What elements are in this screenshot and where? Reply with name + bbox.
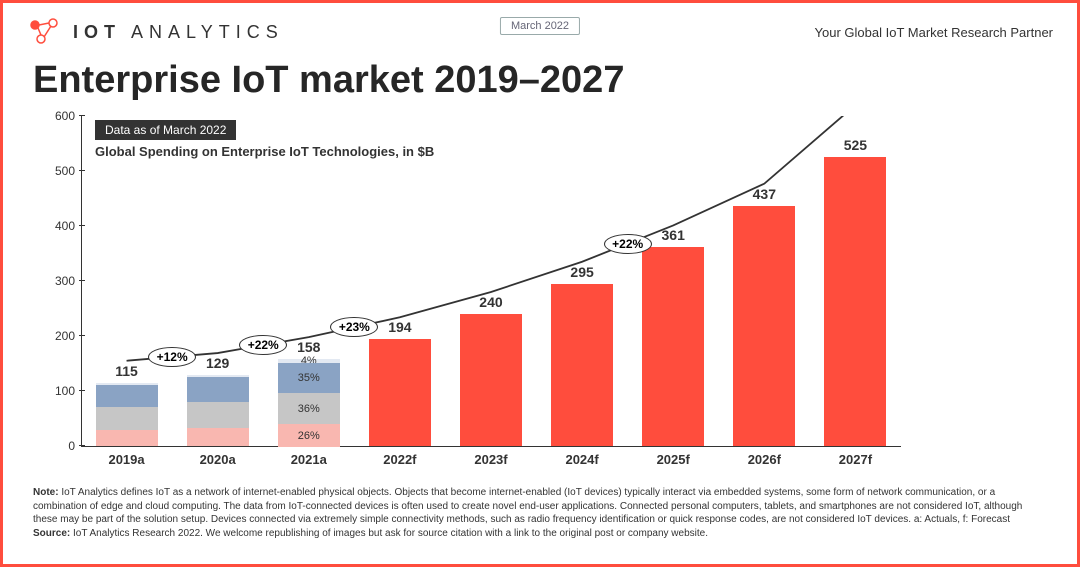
date-pill: March 2022 xyxy=(500,17,580,35)
bar-segment-software xyxy=(96,430,158,446)
bars-container: 1151294%35%36%26%158194240295361437525 xyxy=(81,116,901,446)
bar-value-label: 115 xyxy=(96,363,158,379)
x-tick-label: 2020a xyxy=(187,452,249,467)
x-tick-label: 2025f xyxy=(642,452,704,467)
bar: 437 xyxy=(733,206,795,446)
bar: 295 xyxy=(551,284,613,446)
bar-slot: 115 xyxy=(96,383,158,446)
x-tick-label: 2026f xyxy=(733,452,795,467)
bar-segment-hardware: 35% xyxy=(278,363,340,393)
bar: 129 xyxy=(187,375,249,446)
y-tick-label: 100 xyxy=(55,384,75,398)
page-title: Enterprise IoT market 2019–2027 xyxy=(3,53,1077,106)
bar: 194 xyxy=(369,339,431,446)
footnote-source-text: IoT Analytics Research 2022. We welcome … xyxy=(73,528,708,539)
bar-slot: 129 xyxy=(187,375,249,446)
bar-slot: 295 xyxy=(551,284,613,446)
bar-segment-services xyxy=(187,402,249,428)
x-tick-label: 2024f xyxy=(551,452,613,467)
y-axis: 0100200300400500600 xyxy=(33,116,81,446)
bar-slot: 437 xyxy=(733,206,795,446)
bar-value-label: 240 xyxy=(460,294,522,310)
bar-segment-hardware xyxy=(96,385,158,407)
x-tick-label: 2022f xyxy=(369,452,431,467)
bar-value-label: 158 xyxy=(278,339,340,355)
bar: 240 xyxy=(460,314,522,446)
footnote-note-text: IoT Analytics defines IoT as a network o… xyxy=(33,487,1022,525)
growth-annotation: +12% xyxy=(148,347,196,367)
x-tick-label: 2023f xyxy=(460,452,522,467)
bar-segment-software: 26% xyxy=(278,424,340,447)
bar-slot: 240 xyxy=(460,314,522,446)
bar-slot: 525 xyxy=(824,157,886,446)
data-note-subtitle: Global Spending on Enterprise IoT Techno… xyxy=(95,144,434,159)
bar-value-label: 525 xyxy=(824,137,886,153)
bar: 115 xyxy=(96,383,158,446)
segment-label: 36% xyxy=(278,403,340,415)
x-tick-label: 2021a xyxy=(278,452,340,467)
bar-value-label: 194 xyxy=(369,319,431,335)
bar-slot: 4%35%36%26%158 xyxy=(278,359,340,446)
bar: 4%35%36%26%158 xyxy=(278,359,340,446)
footnote-source-label: Source: xyxy=(33,528,70,539)
logo-icon xyxy=(27,17,63,47)
growth-annotation: +22% xyxy=(604,234,652,254)
y-tick-label: 500 xyxy=(55,164,75,178)
bar: 361 xyxy=(642,247,704,446)
bar-value-label: 437 xyxy=(733,186,795,202)
bar-segment-services xyxy=(96,407,158,430)
brand-logo: IOT ANALYTICS xyxy=(27,17,284,47)
footnote: Note: IoT Analytics defines IoT as a net… xyxy=(3,486,1077,550)
tagline: Your Global IoT Market Research Partner xyxy=(815,25,1053,40)
y-tick-label: 400 xyxy=(55,219,75,233)
infographic-frame: IOT ANALYTICS March 2022 Your Global IoT… xyxy=(0,0,1080,567)
x-axis-labels: 2019a 2020a 2021a 2022f 2023f 2024f 2025f 2026f… xyxy=(81,452,901,467)
segment-label: 26% xyxy=(278,430,340,442)
bar-value-label: 295 xyxy=(551,264,613,280)
bar-segment-services: 36% xyxy=(278,393,340,424)
brand-light: ANALYTICS xyxy=(131,22,284,42)
x-tick-label: 2019a xyxy=(96,452,158,467)
plot-area: 1151294%35%36%26%158194240295361437525 +… xyxy=(81,116,901,446)
y-tick-label: 600 xyxy=(55,109,75,123)
header: IOT ANALYTICS March 2022 Your Global IoT… xyxy=(3,3,1077,53)
footnote-note-label: Note: xyxy=(33,487,59,498)
x-axis-line xyxy=(81,446,901,447)
chart: Data as of March 2022 Global Spending on… xyxy=(33,106,1057,486)
data-note: Data as of March 2022 Global Spending on… xyxy=(95,120,434,159)
bar-segment-software xyxy=(187,428,249,446)
bar-slot: 361 xyxy=(642,247,704,446)
segment-label: 35% xyxy=(278,372,340,384)
brand-bold: IOT xyxy=(73,22,121,42)
data-note-pill: Data as of March 2022 xyxy=(95,120,236,140)
brand-wordmark: IOT ANALYTICS xyxy=(73,22,284,43)
bar-slot: 194 xyxy=(369,339,431,446)
bar: 525 xyxy=(824,157,886,446)
bar-segment-hardware xyxy=(187,377,249,402)
y-tick-label: 0 xyxy=(68,439,75,453)
y-tick-label: 300 xyxy=(55,274,75,288)
x-tick-label: 2027f xyxy=(824,452,886,467)
y-tick-label: 200 xyxy=(55,329,75,343)
